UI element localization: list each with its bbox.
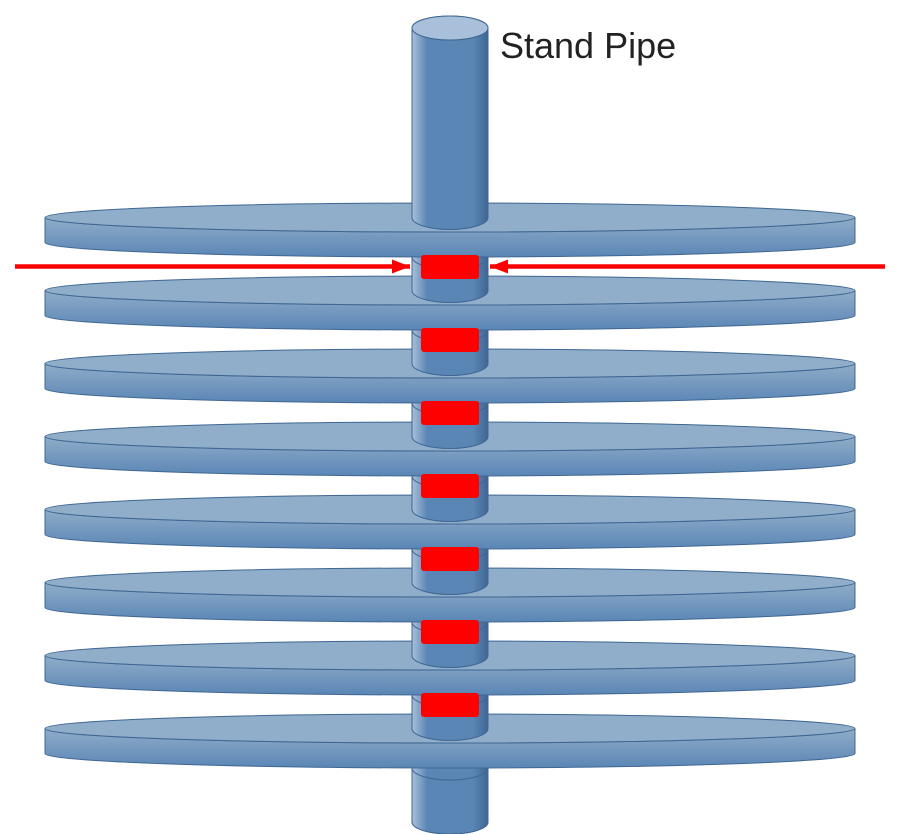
diagram-svg bbox=[0, 0, 900, 834]
stand-pipe-label: Stand Pipe bbox=[500, 25, 676, 67]
diagram-stage: Stand Pipe bbox=[0, 0, 900, 834]
